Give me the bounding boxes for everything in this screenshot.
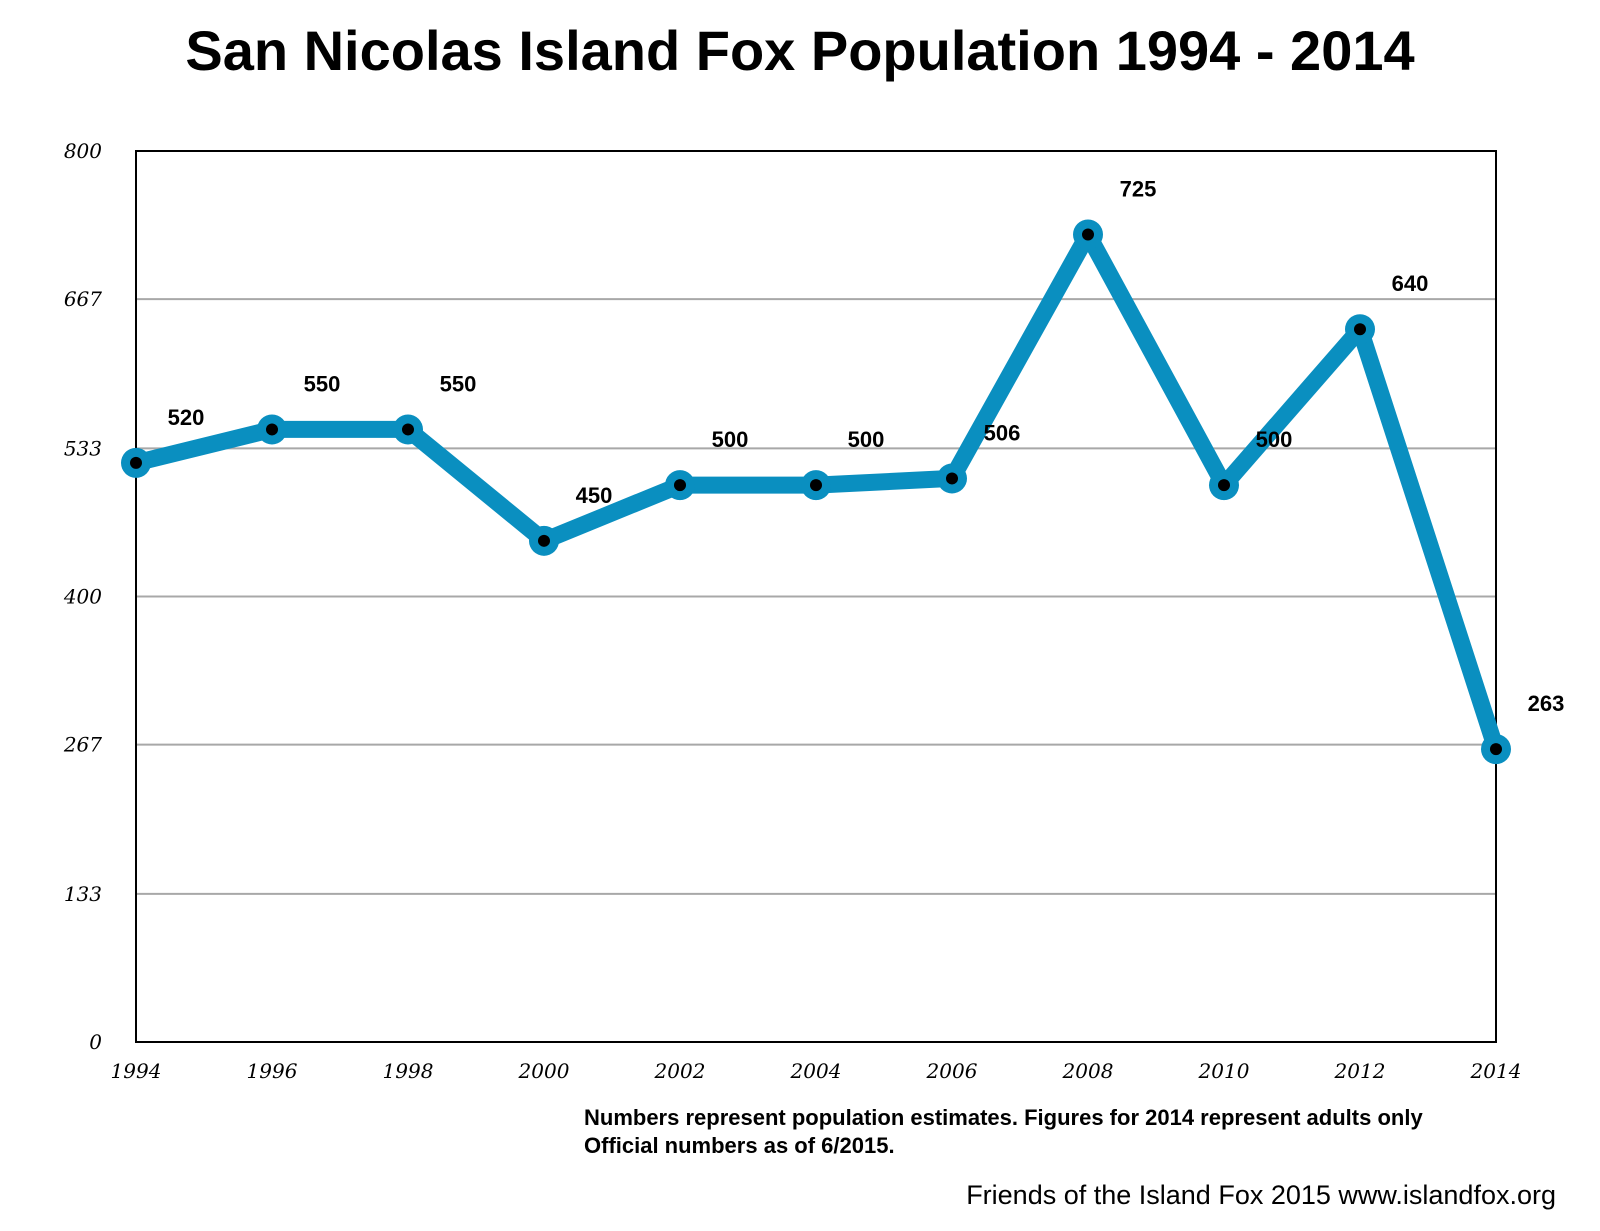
data-point-marker [402, 423, 414, 436]
data-point [1073, 219, 1103, 250]
data-label-layer: 520 550 550 450 500 500 506 725 500 640 263 [168, 177, 1565, 717]
y-tick-label: 400 [63, 585, 102, 609]
data-point-marker [946, 472, 958, 485]
series-layer [121, 219, 1511, 765]
data-label: 725 [1120, 177, 1157, 202]
x-tick-label: 2010 [1198, 1059, 1250, 1083]
x-tick-label: 2014 [1470, 1059, 1522, 1083]
source-credit: Friends of the Island Fox 2015 www.islan… [966, 1180, 1556, 1210]
data-point [937, 463, 967, 494]
x-tick-label: 2002 [654, 1059, 706, 1083]
y-tick-label: 533 [64, 436, 102, 460]
x-tick-label: 1998 [383, 1059, 434, 1083]
data-point [393, 414, 423, 445]
data-point [1209, 470, 1239, 501]
x-tick-label: 2000 [518, 1059, 570, 1083]
footnote-line-1: Numbers represent population estimates. … [584, 1105, 1423, 1130]
y-tick-label: 667 [64, 287, 102, 311]
footnote-line-2: Official numbers as of 6/2015. [584, 1133, 895, 1158]
chart-title: San Nicolas Island Fox Population 1994 -… [185, 19, 1415, 82]
data-point [121, 447, 151, 478]
y-tick-labels: 0 133 267 400 533 667 800 [63, 139, 102, 1054]
x-tick-label: 1996 [247, 1059, 298, 1083]
data-label: 550 [440, 371, 477, 396]
data-point [529, 525, 559, 556]
data-point [801, 470, 831, 501]
x-tick-label: 1994 [111, 1059, 162, 1083]
data-label: 640 [1392, 271, 1429, 296]
data-point-marker [1082, 228, 1094, 241]
data-point [1345, 314, 1375, 345]
data-point-marker [266, 423, 278, 436]
x-tick-labels: 1994 1996 1998 2000 2002 2004 2006 2008 2010 2012… [111, 1059, 1522, 1083]
x-tick-label: 2004 [790, 1059, 842, 1083]
data-label: 520 [168, 405, 205, 430]
data-label: 550 [304, 371, 341, 396]
data-label: 500 [848, 427, 885, 452]
x-tick-label: 2008 [1062, 1059, 1114, 1083]
data-point [1481, 734, 1511, 765]
data-label: 263 [1528, 691, 1565, 716]
data-point-marker [1490, 743, 1502, 756]
grid-layer [136, 298, 1496, 895]
data-point [257, 414, 287, 445]
data-label: 500 [1256, 427, 1293, 452]
y-tick-label: 0 [89, 1030, 102, 1054]
data-point [665, 470, 695, 501]
data-point-marker [538, 534, 550, 547]
data-label: 500 [712, 427, 749, 452]
y-tick-label: 133 [64, 882, 102, 906]
data-label: 506 [984, 420, 1021, 445]
y-tick-label: 800 [64, 139, 102, 163]
data-point-marker [674, 479, 686, 492]
data-point-marker [1354, 323, 1366, 336]
data-point-marker [1218, 479, 1230, 492]
data-point-marker [810, 479, 822, 492]
x-tick-label: 2012 [1334, 1059, 1386, 1083]
x-tick-label: 2006 [926, 1059, 978, 1083]
data-label: 450 [576, 483, 613, 508]
data-point-marker [130, 456, 142, 469]
y-tick-label: 267 [63, 733, 102, 757]
footnote: Numbers represent population estimates. … [584, 1104, 1423, 1160]
plot-frame [135, 150, 1497, 1043]
